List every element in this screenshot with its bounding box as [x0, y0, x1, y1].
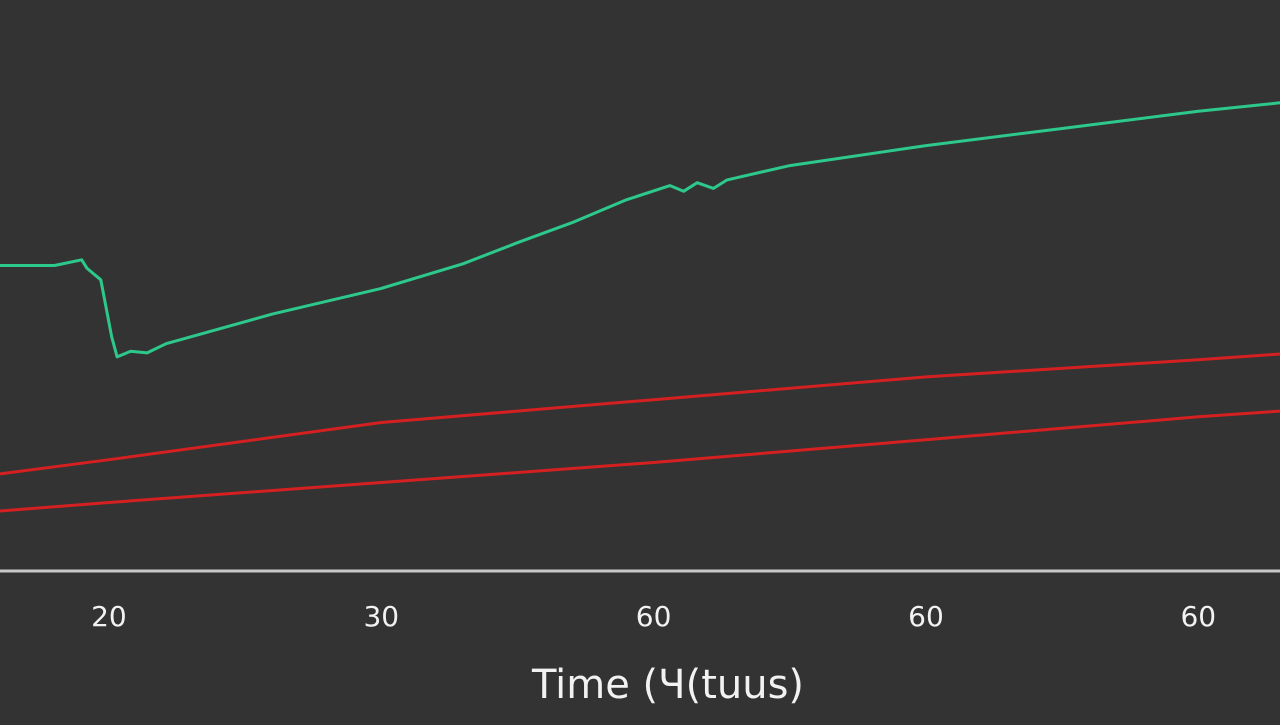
series-line-2 [0, 352, 1280, 476]
x-tick-label: 30 [363, 600, 399, 633]
series-line-1 [0, 101, 1280, 359]
x-tick-labels: 20 30 60 60 60 [91, 600, 1216, 633]
x-tick-label: 60 [636, 600, 672, 633]
series-layer [0, 101, 1280, 513]
series-line-3 [0, 409, 1280, 513]
x-tick-label: 20 [91, 600, 127, 633]
x-axis-title: Time (Ч(tuus) [531, 662, 804, 708]
x-tick-label: 60 [908, 600, 944, 633]
x-tick-label: 60 [1180, 600, 1216, 633]
